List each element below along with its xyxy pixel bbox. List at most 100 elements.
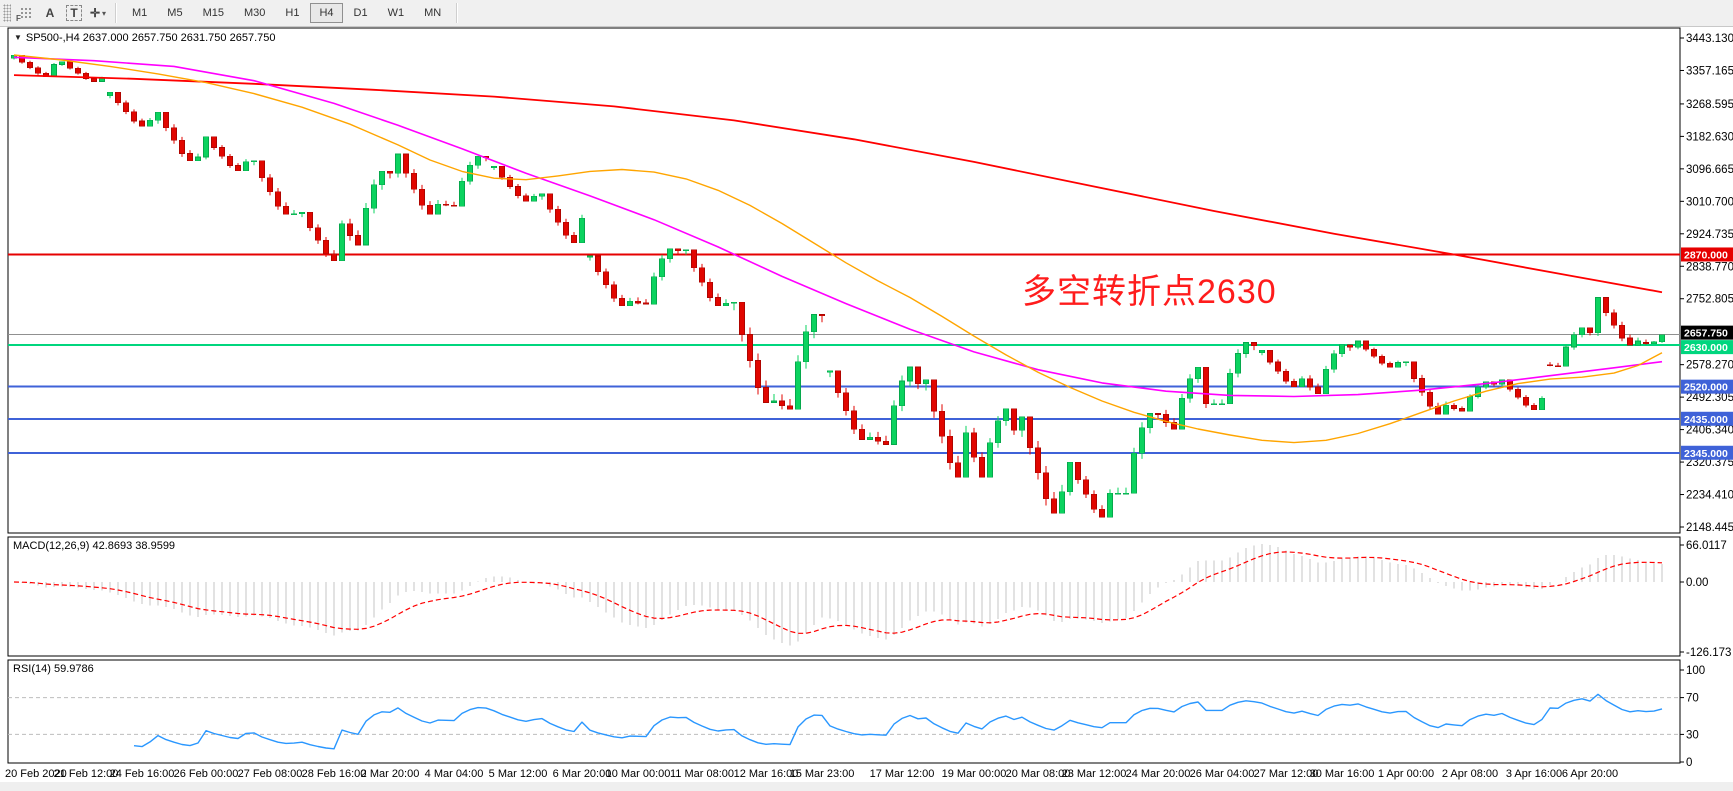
time-axis-label: 2 Mar 20:00 [361, 768, 420, 780]
timeframe-button-h4[interactable]: H4 [310, 3, 343, 23]
candle-body [947, 436, 953, 463]
price-axis-label: 2752.805 [1686, 294, 1733, 306]
candle-body [387, 171, 393, 174]
timeframe-button-h1[interactable]: H1 [285, 7, 300, 19]
timeframe-button-m30[interactable]: M30 [243, 7, 266, 19]
candle-body [347, 223, 353, 236]
panel-frame [7, 536, 1681, 657]
candle-body [1043, 472, 1049, 500]
time-axis-label: 3 Apr 16:00 [1506, 768, 1562, 780]
candle-body [323, 240, 329, 254]
candle-body [227, 156, 233, 166]
candle-body [155, 111, 161, 121]
candle-body [259, 160, 265, 179]
candle-body [755, 360, 761, 388]
candle-body [379, 171, 385, 185]
candle-body [1171, 422, 1177, 430]
drawing-tools-button[interactable]: ✛ ▾ [87, 3, 109, 23]
price-axis-label: 3357.165 [1686, 65, 1733, 77]
rsi-axis-label: 30 [1686, 729, 1699, 741]
candle-body [547, 193, 553, 210]
candle-body [1291, 380, 1297, 387]
candle-body [443, 203, 449, 206]
candle-body [1251, 342, 1257, 347]
drawing-tools-icon: ✛ [89, 6, 101, 20]
candle-body [1411, 361, 1417, 379]
timeframe-button-m1[interactable]: M1 [132, 7, 148, 19]
candle-body [1467, 396, 1473, 412]
candle-body [771, 400, 777, 403]
candle-body [779, 400, 785, 406]
candle-body [1603, 297, 1609, 314]
candle-body [555, 209, 561, 223]
candle-body [1299, 378, 1305, 387]
candle-body [747, 334, 753, 361]
candle-body [1003, 408, 1009, 422]
candle-body [1099, 508, 1105, 518]
price-axis-label: 3182.630 [1686, 131, 1733, 143]
candle-body [83, 72, 89, 79]
timeframe-button-mn[interactable]: MN [424, 7, 442, 19]
candle-body [1243, 342, 1249, 354]
timeframe-button-w1[interactable]: W1 [387, 7, 405, 19]
candle-body [1659, 334, 1665, 343]
candle-body [827, 370, 833, 373]
text-box-tool-icon: T [66, 5, 82, 21]
panel-frame [7, 659, 1681, 764]
candle-body [1179, 398, 1185, 430]
chart-text-annotation[interactable]: 多空转折点2630 [1022, 273, 1277, 311]
toolbar-drag-handle[interactable] [3, 4, 11, 22]
price-axis-label: 3443.130 [1686, 33, 1733, 45]
macd-signal-line [13, 551, 1663, 634]
candle-body [1523, 396, 1529, 406]
candle-body [1547, 364, 1553, 367]
candle-body [1579, 327, 1585, 335]
candle-body [1107, 492, 1113, 518]
timeframe-buttons: M1 M5 M15 M30 H1 H4 D1 W1 MN [122, 3, 451, 23]
candle-body [523, 195, 529, 202]
candle-body [1283, 371, 1289, 382]
timeframe-button-m5[interactable]: M5 [167, 7, 183, 19]
timeframe-button-m15[interactable]: M15 [202, 7, 224, 19]
candle-body [715, 297, 721, 307]
toolbar-separator-2 [456, 3, 459, 23]
macd-axis-label: -126.173 [1686, 647, 1731, 659]
candle-body [371, 184, 377, 209]
candle-body [1027, 416, 1033, 449]
bottom-strip [0, 782, 1733, 791]
pattern-grid-tool-button[interactable]: F [15, 3, 37, 23]
text-box-tool-button[interactable]: T [63, 3, 85, 23]
candle-body [1643, 342, 1649, 344]
candle-body [1235, 353, 1241, 374]
candle-body [1083, 479, 1089, 495]
candle-body [1355, 340, 1361, 348]
price-axis-label: 3010.700 [1686, 196, 1733, 208]
macd-axis-label: 0.00 [1686, 577, 1708, 589]
time-axis-label: 6 Mar 20:00 [553, 768, 612, 780]
candle-body [459, 180, 465, 207]
candle-body [955, 462, 961, 478]
candle-body [1595, 297, 1601, 333]
candle-body [235, 165, 241, 171]
collapse-triangle-icon[interactable]: ▼ [14, 33, 22, 42]
time-axis-label: 11 Mar 08:00 [670, 768, 734, 780]
price-badge-2520.000 [1681, 379, 1733, 394]
candle-body [51, 64, 57, 77]
candle-body [563, 221, 569, 236]
candle-body [979, 456, 985, 478]
candle-body [307, 211, 313, 229]
chevron-down-icon[interactable]: ▾ [102, 8, 107, 18]
candle-body [27, 61, 33, 68]
time-axis-label: 2 Apr 08:00 [1442, 768, 1498, 780]
candle-body [1155, 413, 1161, 415]
candle-body [1019, 416, 1025, 431]
timeframe-button-d1[interactable]: D1 [353, 7, 368, 19]
candle-body [291, 213, 297, 215]
candle-body [1227, 372, 1233, 404]
candle-body [1051, 498, 1057, 514]
candle-body [1091, 493, 1097, 510]
rsi-axis-label: 70 [1686, 693, 1699, 705]
text-cursor-tool-button[interactable]: A [39, 3, 61, 23]
candle-body [1035, 447, 1041, 474]
